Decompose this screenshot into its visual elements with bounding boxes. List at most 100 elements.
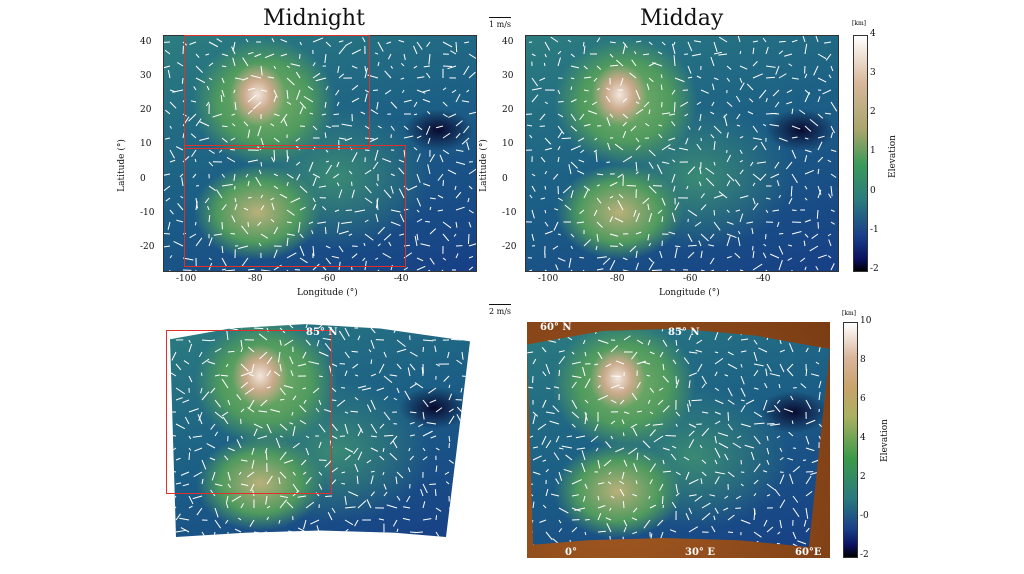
wind-vector xyxy=(216,189,223,199)
wind-vector xyxy=(777,531,781,535)
wind-vector xyxy=(710,56,715,67)
wind-vector xyxy=(662,470,671,473)
wind-vector xyxy=(746,83,754,91)
wind-vector xyxy=(447,65,457,70)
wind-vector xyxy=(649,411,654,415)
scale-arrow-bottom: 2 m/s xyxy=(489,304,512,316)
wind-vector xyxy=(253,428,258,437)
wind-vector xyxy=(307,86,314,91)
wind-vector xyxy=(635,231,642,235)
wind-vector xyxy=(338,261,341,271)
wind-vector xyxy=(769,373,781,377)
wind-vector xyxy=(383,411,391,421)
wind-vector xyxy=(403,53,406,61)
wind-vector xyxy=(422,501,426,509)
wind-vector xyxy=(322,206,327,211)
wind-vector xyxy=(685,137,689,145)
wind-vector xyxy=(687,166,696,175)
lat-tick: 20 xyxy=(502,105,514,115)
wind-vector xyxy=(240,503,245,509)
lon-tick: -60 xyxy=(321,274,336,284)
wind-vector xyxy=(364,67,368,79)
wind-vector xyxy=(231,113,236,116)
wind-vector xyxy=(175,457,181,461)
wind-vector xyxy=(609,507,612,511)
wind-vector xyxy=(830,221,835,225)
wind-vector xyxy=(800,257,806,263)
wind-vector xyxy=(714,357,724,365)
wind-vector xyxy=(688,439,695,449)
wind-vector xyxy=(695,349,703,353)
wind-vector xyxy=(445,481,450,485)
wind-vector xyxy=(398,167,405,175)
wind-vector xyxy=(303,399,307,404)
wind-vector xyxy=(672,159,676,163)
wind-vector xyxy=(455,93,461,103)
wind-vector xyxy=(198,351,203,358)
wind-vector xyxy=(227,471,231,481)
wind-vector xyxy=(409,383,417,389)
lat-tick: 30 xyxy=(140,71,152,81)
wind-vector xyxy=(344,528,349,533)
wind-vector xyxy=(214,431,219,437)
wind-vector xyxy=(762,470,768,473)
wind-vector xyxy=(765,269,768,271)
wind-vector xyxy=(247,94,257,103)
wind-vector xyxy=(170,369,177,377)
wind-vector xyxy=(648,149,656,157)
wind-vector xyxy=(765,65,776,68)
wind-vector xyxy=(331,435,338,440)
wind-vector xyxy=(630,125,637,132)
wind-vector xyxy=(674,77,685,83)
wind-vector xyxy=(448,519,455,525)
wind-vector xyxy=(617,200,624,211)
wind-vector xyxy=(714,459,718,465)
wind-vector xyxy=(753,411,763,418)
wind-vector xyxy=(597,384,601,389)
wind-vector xyxy=(177,202,184,211)
wind-vector xyxy=(189,233,197,239)
wind-vector xyxy=(649,387,655,393)
wind-vector xyxy=(396,471,404,479)
wind-vector xyxy=(668,137,676,141)
wind-vector xyxy=(209,457,216,461)
wind-vector xyxy=(779,519,782,529)
wind-vector xyxy=(661,112,671,115)
wind-vector xyxy=(830,132,834,139)
wind-vector xyxy=(673,101,676,113)
wind-vector xyxy=(727,411,730,421)
wind-vector xyxy=(403,244,410,247)
wind-vector xyxy=(791,136,798,139)
wind-vector xyxy=(338,330,346,341)
wind-vector xyxy=(352,363,359,369)
wind-vector xyxy=(618,194,624,199)
wind-vector xyxy=(357,428,363,437)
wind-vector xyxy=(828,193,832,199)
wind-vector xyxy=(570,65,580,69)
wind-vector xyxy=(696,339,703,344)
wind-vector xyxy=(164,49,171,55)
colorbar-bottom-tick: 8 xyxy=(860,355,866,365)
wind-vector xyxy=(752,202,759,211)
wind-vector xyxy=(325,41,332,47)
wind-vector xyxy=(336,161,340,168)
wind-vector xyxy=(790,395,794,401)
wind-vector xyxy=(188,452,191,461)
wind-vector xyxy=(242,57,249,67)
wind-vector xyxy=(765,209,769,213)
wind-vector xyxy=(621,419,625,425)
wind-vector xyxy=(727,351,734,356)
wind-vector xyxy=(260,233,269,239)
wind-vector xyxy=(606,161,611,163)
wind-vector xyxy=(713,77,719,81)
wind-vector xyxy=(456,359,463,365)
wind-vector xyxy=(270,123,275,127)
wind-vector xyxy=(201,478,204,485)
wind-vector xyxy=(279,471,287,479)
wind-vector xyxy=(791,77,799,80)
wind-vector xyxy=(165,197,171,202)
wind-vector xyxy=(753,422,765,425)
wind-vector xyxy=(247,471,255,478)
wind-vector xyxy=(416,173,421,183)
wind-vector xyxy=(659,351,664,358)
